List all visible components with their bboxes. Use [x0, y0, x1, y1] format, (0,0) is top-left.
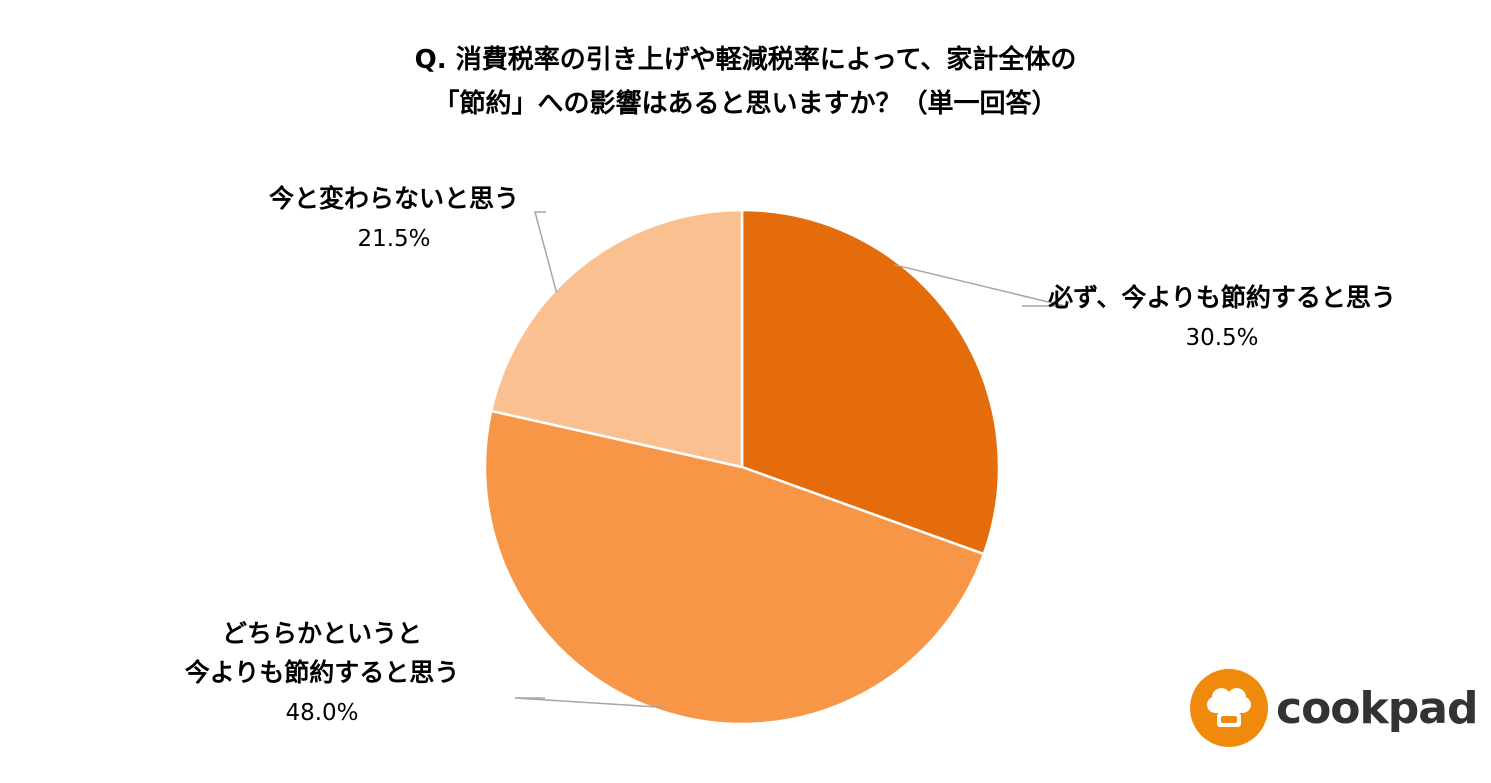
slice-value-3: 21.5% [357, 226, 430, 252]
slice-value-2: 48.0% [285, 700, 358, 726]
chart-title: Q. 消費税率の引き上げや軽減税率によって、家計全体の 「節約」への影響はあると… [0, 38, 1491, 126]
pie-slice-2 [483, 409, 986, 726]
chart-title-line-1: Q. 消費税率の引き上げや軽減税率によって、家計全体の [414, 45, 1077, 75]
pie-slices [483, 208, 1001, 726]
slice-value-1: 30.5% [1185, 325, 1258, 351]
chart-title-line-2: 「節約」への影響はあると思いますか？（単一回答） [433, 89, 1058, 119]
slice-label-3-line-1: 今と変わらないと思う [269, 184, 519, 213]
leader-line-1 [893, 263, 1066, 307]
pie-slice-1 [740, 208, 1001, 556]
pie-slice-3 [489, 208, 744, 469]
chef-hat-icon [1190, 669, 1268, 747]
slice-label-2-line-2: 今よりも節約すると思う [185, 658, 460, 687]
leader-lines [514, 211, 1066, 709]
slice-label-1-line-1: 必ず、今よりも節約すると思う [1048, 283, 1396, 312]
cookpad-logo-text: cookpad [1276, 682, 1478, 734]
slice-label-2-line-1: どちらかというと [222, 619, 422, 648]
leader-line-2 [514, 697, 664, 709]
leader-line-3 [534, 211, 558, 293]
cookpad-logo: cookpad [1190, 668, 1478, 748]
